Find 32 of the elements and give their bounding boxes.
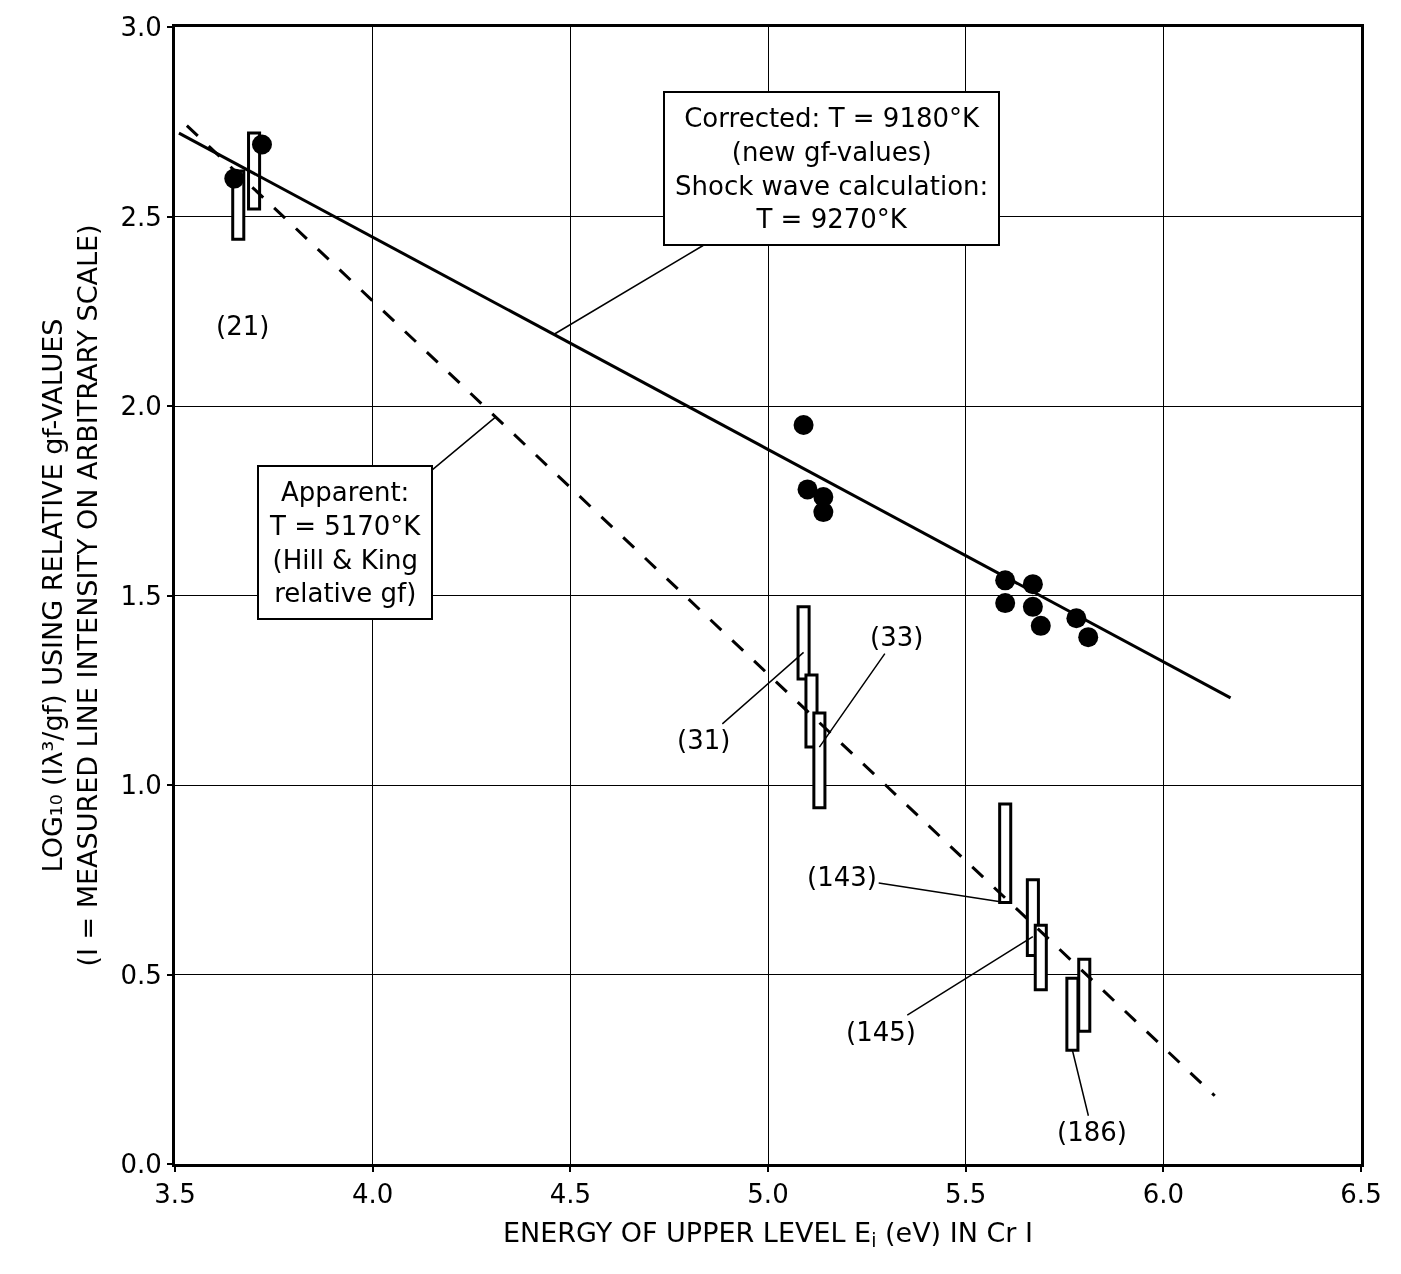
point: [793, 414, 814, 435]
annotation: Corrected: T = 9180°K (new gf-values) Shock wave calculation: T = 9270°K: [675, 103, 989, 235]
annotation: (33): [870, 622, 924, 652]
annotation: (143): [807, 862, 877, 892]
y-tick-label: 0.0: [120, 1149, 162, 1180]
annotation: (145): [846, 1017, 916, 1047]
annotation: (31): [677, 725, 731, 755]
x-tick-label: 4.5: [549, 1179, 592, 1210]
y-tick-label: 0.5: [120, 959, 162, 990]
point: [251, 134, 272, 155]
point: [813, 502, 834, 523]
y-tick-label: 1.5: [120, 580, 162, 611]
point: [797, 479, 818, 500]
x-tick-label: 5.0: [747, 1179, 789, 1210]
x-tick-label: 4.0: [351, 1179, 394, 1210]
x-tick-label: 3.5: [154, 1179, 196, 1210]
y-tick-label: 1.0: [120, 770, 162, 801]
y-tick-label: 2.5: [120, 201, 162, 232]
point: [1078, 627, 1099, 648]
point: [1022, 596, 1043, 617]
point: [1030, 615, 1051, 636]
y-tick-label: 3.0: [120, 12, 162, 43]
y-tick-label: 2.0: [120, 391, 162, 422]
annotation: (186): [1057, 1117, 1127, 1147]
y-axis-title: LOG₁₀ (Iλ³/gf) USING RELATIVE gf-VALUES (I = MEASURED LINE INTENSITY ON ARBITRARY SCALE): [37, 224, 104, 967]
annotation: (21): [216, 311, 270, 341]
x-tick-label: 5.5: [944, 1179, 987, 1210]
annotation: Apparent: T = 5170°K (Hill & King relative gf): [269, 477, 422, 609]
x-tick-label: 6.5: [1340, 1179, 1382, 1210]
x-tick-label: 6.0: [1142, 1179, 1185, 1210]
point: [995, 593, 1016, 614]
x-axis-title: ENERGY OF UPPER LEVEL E$_{i}$ (eV) IN Cr I: [503, 1216, 1033, 1252]
